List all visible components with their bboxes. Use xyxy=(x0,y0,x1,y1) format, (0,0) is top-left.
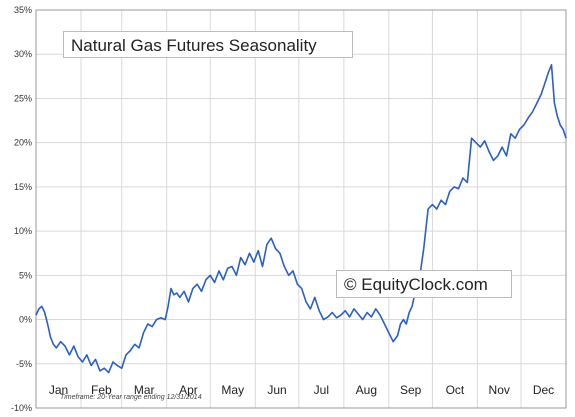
month-label: Dec xyxy=(533,383,554,397)
month-label: Apr xyxy=(179,383,198,397)
y-tick-label: 0% xyxy=(19,315,32,325)
y-tick-label: 5% xyxy=(19,270,32,280)
month-label: Feb xyxy=(91,383,112,397)
month-label: Aug xyxy=(356,383,377,397)
month-label: Mar xyxy=(134,383,155,397)
y-tick-label: 15% xyxy=(14,182,32,192)
gridlines xyxy=(36,10,566,408)
timeframe-note: Timeframe: 20-Year range ending 12/31/20… xyxy=(60,394,202,401)
x-axis-months: Jan Feb Mar Apr May Jun Jul Aug Sep Oct Nov Dec xyxy=(49,383,554,397)
month-label: Jul xyxy=(314,383,329,397)
y-tick-label: 10% xyxy=(14,226,32,236)
month-label: Sep xyxy=(400,383,422,397)
y-tick-label: 20% xyxy=(14,138,32,148)
month-label: Jan xyxy=(49,383,68,397)
y-tick-label: 30% xyxy=(14,49,32,59)
y-axis-ticks: -10% -5% 0% 5% 10% 15% 20% 25% 30% 35% xyxy=(11,5,32,413)
series-line xyxy=(35,64,567,374)
month-label: Oct xyxy=(446,383,465,397)
plot-frame xyxy=(35,9,567,409)
y-tick-label: 25% xyxy=(14,93,32,103)
month-label: May xyxy=(221,383,244,397)
y-tick-label: -5% xyxy=(16,359,32,369)
month-label: Jun xyxy=(267,383,286,397)
chart-title: Natural Gas Futures Seasonality xyxy=(63,31,353,58)
month-label: Nov xyxy=(489,383,510,397)
y-tick-label: -10% xyxy=(11,403,32,413)
y-tick-label: 35% xyxy=(14,5,32,15)
watermark: © EquityClock.com xyxy=(336,270,512,298)
